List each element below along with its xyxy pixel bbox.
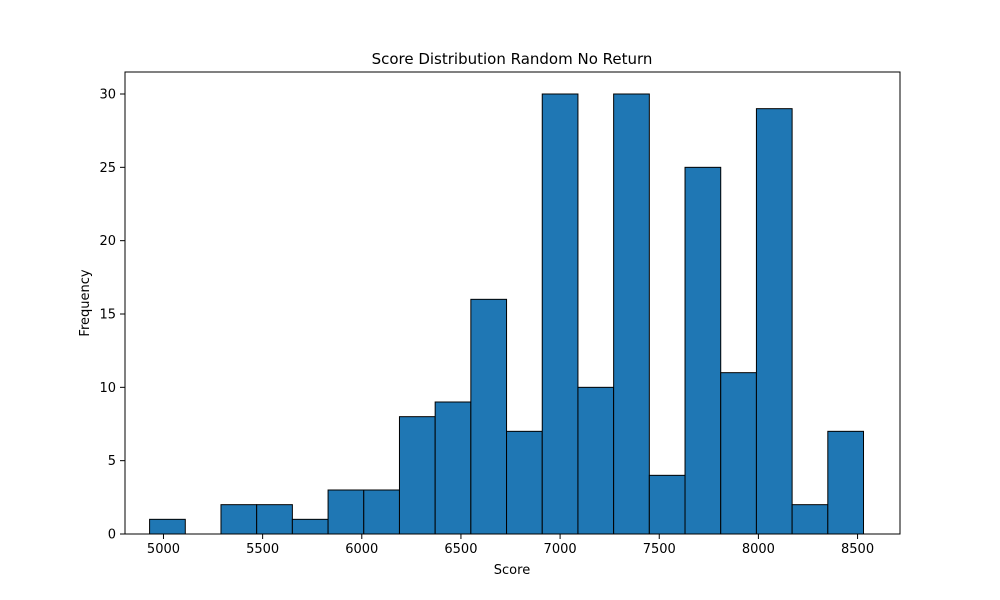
y-axis-ticks: 0 5 10 15 20 25 30 (99, 88, 125, 543)
histogram-bar (506, 430, 543, 535)
x-tick-label: 5000 (147, 542, 180, 557)
bars-group (149, 93, 865, 535)
histogram-bar (791, 504, 829, 535)
histogram-bar (577, 386, 615, 535)
histogram-bar (149, 518, 186, 535)
x-axis-ticks: 5000 5500 6000 6500 7000 7500 8000 8500 (147, 534, 874, 557)
y-tick-label: 5 (108, 454, 116, 469)
histogram-bar (291, 518, 329, 535)
x-tick-label: 8500 (841, 542, 874, 557)
plot-frame (124, 71, 901, 535)
x-tick-label: 5500 (246, 542, 279, 557)
y-tick-label: 15 (99, 308, 116, 323)
histogram-bar (220, 504, 258, 535)
y-axis-label: Frequency (78, 269, 93, 336)
histogram-bar (613, 93, 650, 535)
histogram-bar (327, 489, 365, 535)
histogram-bar (398, 416, 436, 535)
histogram-bar (256, 504, 293, 535)
x-tick-label: 6000 (345, 542, 378, 557)
histogram-bar (648, 474, 686, 535)
histogram-bar (470, 298, 508, 535)
histogram-bar (827, 430, 865, 535)
histogram-bar (541, 93, 579, 535)
y-tick-label: 25 (99, 161, 116, 176)
histogram-bar (434, 401, 472, 535)
chart-title: Score Distribution Random No Return (372, 50, 653, 68)
histogram-bar (720, 372, 757, 535)
y-tick-label: 0 (108, 528, 116, 543)
y-tick-label: 10 (99, 381, 116, 396)
histogram-bar (755, 108, 793, 535)
x-tick-label: 7000 (544, 542, 577, 557)
x-tick-label: 8000 (742, 542, 775, 557)
y-tick-label: 30 (99, 88, 116, 103)
x-tick-label: 6500 (444, 542, 477, 557)
y-tick-label: 20 (99, 234, 116, 249)
x-axis-label: Score (494, 563, 530, 578)
histogram-bar (363, 489, 400, 535)
histogram-bar (684, 166, 722, 535)
x-tick-label: 7500 (643, 542, 676, 557)
